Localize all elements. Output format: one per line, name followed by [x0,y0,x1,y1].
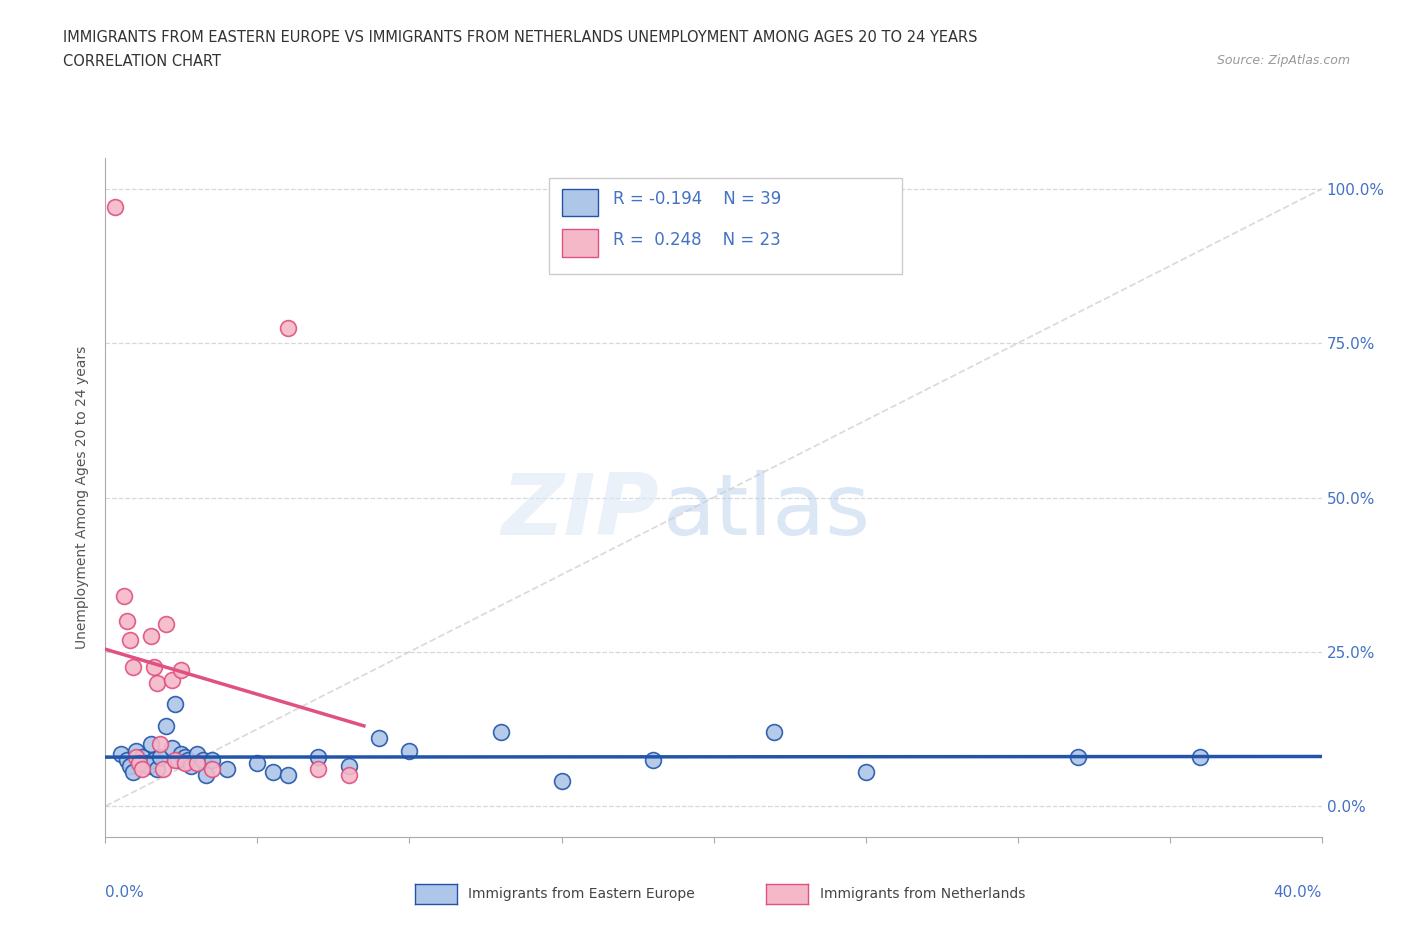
Point [103,200,125,215]
Point [125,743,148,758]
Point [170,663,193,678]
Point [398,743,420,758]
Point [180,759,202,774]
Point [170,746,193,761]
Point [201,752,224,767]
Point [115,752,138,767]
Point [337,768,360,783]
Point [139,629,162,644]
Point [262,764,284,779]
Point [1067,750,1090,764]
Point [115,614,138,629]
Point [139,737,162,751]
Point [167,752,190,767]
Point [112,589,135,604]
Point [136,759,159,774]
Point [131,762,153,777]
Point [143,660,166,675]
Point [149,737,172,751]
Point [121,764,143,779]
Text: Immigrants from Eastern Europe: Immigrants from Eastern Europe [468,886,695,901]
Text: CORRELATION CHART: CORRELATION CHART [63,54,221,69]
Point [307,750,329,764]
Point [277,320,299,336]
Point [155,719,177,734]
Bar [561,230,598,257]
Point [146,675,169,690]
Point [186,755,208,770]
Point [134,755,156,770]
Text: IMMIGRANTS FROM EASTERN EUROPE VS IMMIGRANTS FROM NETHERLANDS UNEMPLOYMENT AMONG: IMMIGRANTS FROM EASTERN EUROPE VS IMMIGR… [63,30,977,45]
Point [191,752,214,767]
FancyBboxPatch shape [550,179,903,273]
Point [125,750,148,764]
Point [128,755,150,770]
Point [368,731,391,746]
Point [110,746,132,761]
Point [131,750,153,764]
Point [641,752,664,767]
Y-axis label: Unemployment Among Ages 20 to 24 years: Unemployment Among Ages 20 to 24 years [76,346,90,649]
Text: R =  0.248    N = 23: R = 0.248 N = 23 [613,231,780,248]
Point [165,752,187,767]
Point [173,750,195,764]
Bar [561,189,598,216]
Point [155,617,177,631]
Point [194,768,217,783]
Point [176,752,198,767]
Point [118,759,141,774]
Point [1188,750,1211,764]
Point [152,762,174,777]
Point [277,768,299,783]
Point [855,764,877,779]
Text: 0.0%: 0.0% [105,884,145,899]
Point [149,750,172,764]
Point [173,755,195,770]
Point [246,755,269,770]
Point [489,724,512,739]
Point [121,660,143,675]
Point [118,632,141,647]
Point [217,762,239,777]
Point [201,762,224,777]
Point [165,697,187,711]
Point [162,740,184,755]
Text: Immigrants from Netherlands: Immigrants from Netherlands [820,886,1025,901]
Point [186,746,208,761]
Point [337,759,360,774]
Point [143,752,166,767]
Point [550,774,572,789]
Point [307,762,329,777]
Text: Source: ZipAtlas.com: Source: ZipAtlas.com [1216,54,1350,67]
Point [763,724,786,739]
Text: 40.0%: 40.0% [1274,884,1322,899]
Text: ZIP: ZIP [501,470,659,552]
Text: R = -0.194    N = 39: R = -0.194 N = 39 [613,190,780,207]
Point [146,762,169,777]
Point [162,672,184,687]
Text: atlas: atlas [662,470,870,552]
